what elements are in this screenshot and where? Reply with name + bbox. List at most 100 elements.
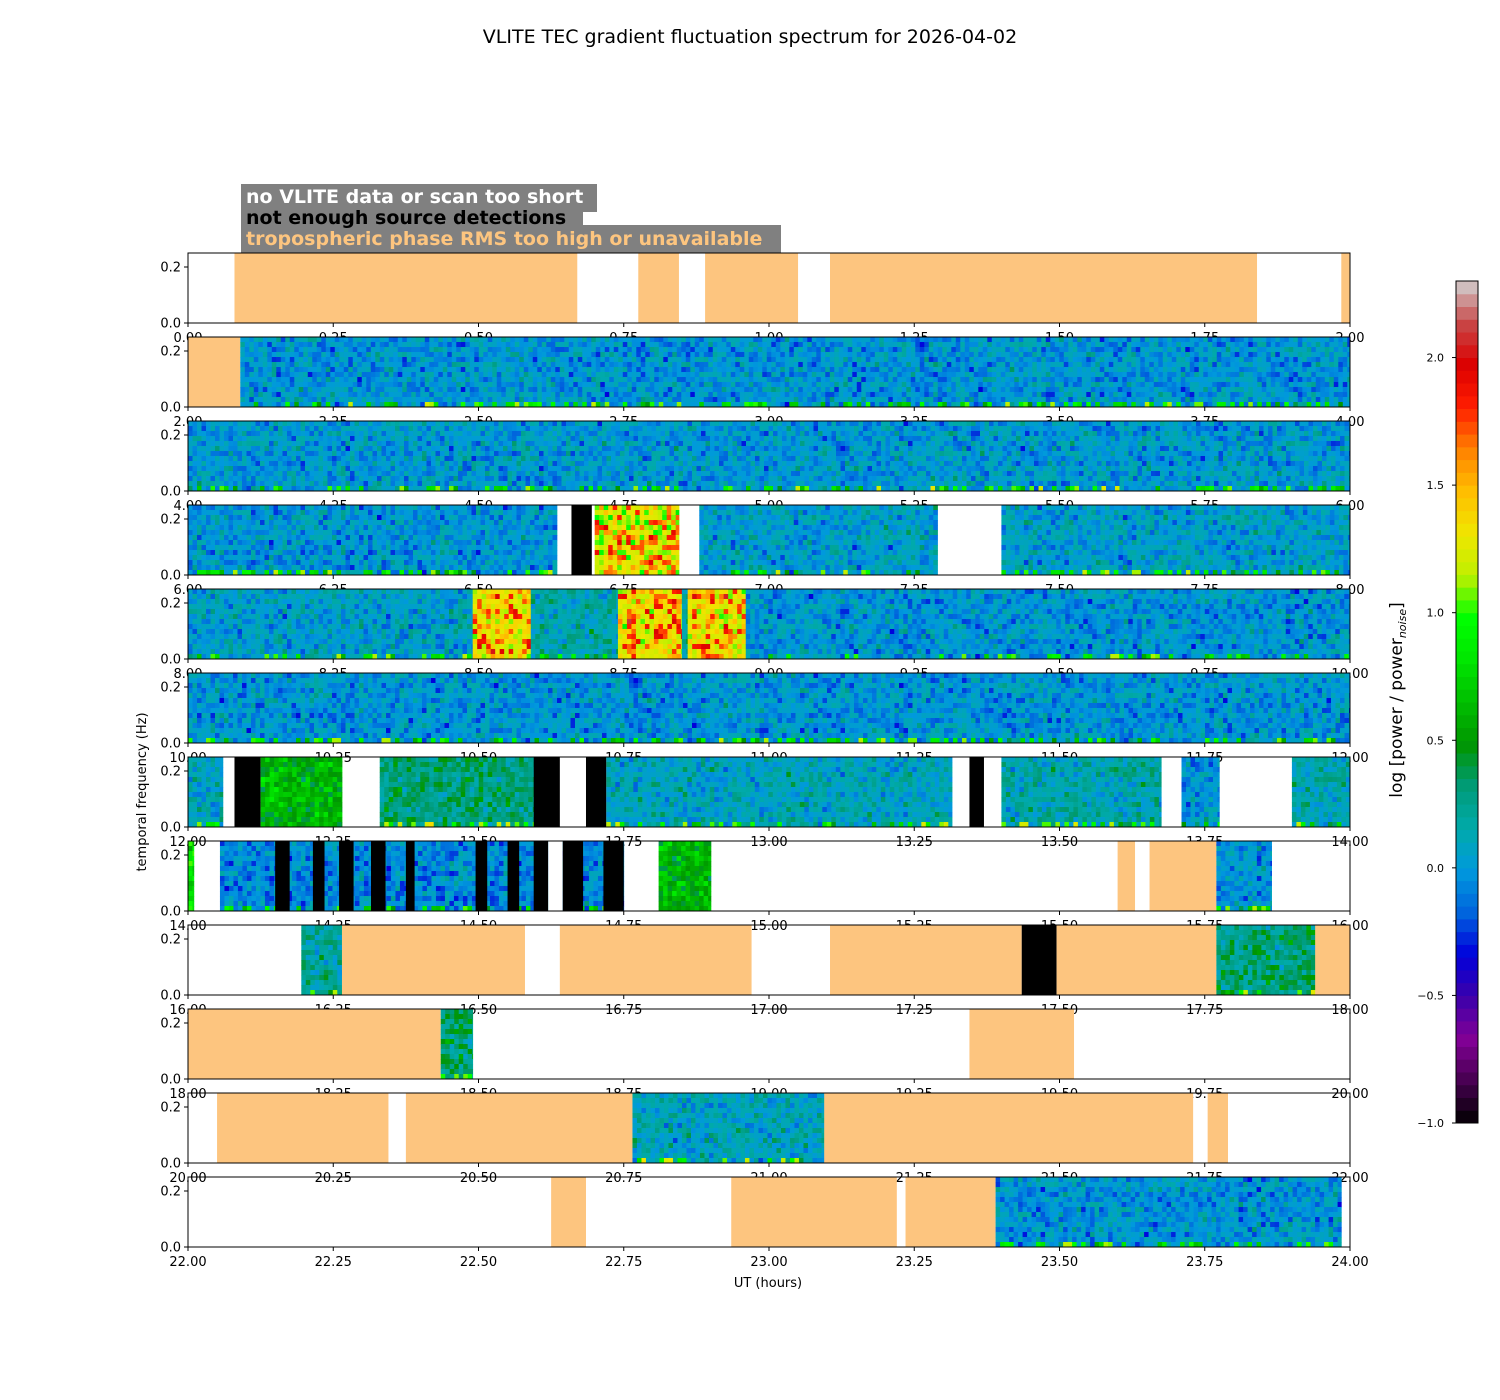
spectrum-cell xyxy=(357,347,363,353)
spectrum-cell xyxy=(471,456,477,462)
spectrum-cell xyxy=(357,372,363,378)
spectrum-cell xyxy=(291,436,297,442)
spectrum-cell xyxy=(253,337,259,343)
spectrum-cell xyxy=(582,342,588,348)
spectrum-cell xyxy=(1135,402,1141,408)
spectrum-cell xyxy=(501,352,507,358)
spectrum-cell xyxy=(348,337,354,343)
spectrum-cell xyxy=(1113,337,1119,343)
spectrum-cell xyxy=(480,441,486,447)
spectrum-cell xyxy=(1045,372,1051,378)
spectrum-cell xyxy=(267,372,273,378)
spectrum-cell xyxy=(1338,367,1344,373)
spectrum-cell xyxy=(431,451,436,457)
spectrum-cell xyxy=(350,446,355,452)
spectrum-cell xyxy=(386,471,391,477)
spectrum-cell xyxy=(1099,367,1105,373)
spectrum-cell xyxy=(492,357,498,363)
spectrum-cell xyxy=(1144,337,1150,343)
spectrum-cell xyxy=(807,347,813,353)
spectrum-cell xyxy=(1189,387,1195,393)
spectrum-cell xyxy=(685,367,691,373)
spectrum-cell xyxy=(467,451,472,457)
spectrum-cell xyxy=(1293,367,1299,373)
spectrum-cell xyxy=(411,377,417,383)
spectrum-cell xyxy=(197,486,202,492)
spectrum-cell xyxy=(1000,387,1006,393)
spectrum-cell xyxy=(361,387,367,393)
spectrum-cell xyxy=(712,347,718,353)
spectrum-cell xyxy=(579,481,585,487)
spectrum-cell xyxy=(510,397,516,403)
spectrum-cell xyxy=(1068,382,1074,388)
spectrum-cell xyxy=(282,451,288,457)
spectrum-cell xyxy=(314,436,319,442)
spectrum-cell xyxy=(712,397,718,403)
spectrum-cell xyxy=(973,352,979,358)
spectrum-cell xyxy=(757,337,763,343)
spectrum-cell xyxy=(1086,387,1092,393)
spectrum-cell xyxy=(1239,397,1245,403)
spectrum-cell xyxy=(1018,377,1024,383)
spectrum-cell xyxy=(919,397,925,403)
spectrum-cell xyxy=(874,387,880,393)
spectrum-cell xyxy=(919,342,925,348)
spectrum-cell xyxy=(444,431,450,437)
spectrum-cell xyxy=(496,357,502,363)
spectrum-cell xyxy=(321,342,327,348)
spectrum-cell xyxy=(690,367,696,373)
spectrum-cell xyxy=(386,446,391,452)
spectrum-cell xyxy=(291,461,297,467)
spectrum-cell xyxy=(1126,347,1132,353)
spectrum-cell xyxy=(1239,377,1245,383)
spectrum-cell xyxy=(1302,377,1308,383)
spectrum-cell xyxy=(1171,402,1177,408)
spectrum-cell xyxy=(613,337,619,343)
spectrum-cell xyxy=(919,402,925,408)
spectrum-cell xyxy=(606,421,612,427)
spectrum-cell xyxy=(251,426,256,432)
spectrum-cell xyxy=(546,352,552,358)
spectrum-cell xyxy=(480,436,486,442)
spectrum-cell xyxy=(1302,402,1308,408)
spectrum-cell xyxy=(852,392,858,398)
spectrum-cell xyxy=(1225,372,1231,378)
spectrum-cell xyxy=(332,456,337,462)
spectrum-cell xyxy=(964,392,970,398)
spectrum-cell xyxy=(1288,397,1294,403)
spectrum-cell xyxy=(316,367,322,373)
spectrum-cell xyxy=(624,486,630,492)
spectrum-cell xyxy=(532,352,538,358)
spectrum-cell xyxy=(561,481,567,487)
spectrum-cell xyxy=(1239,372,1245,378)
spectrum-cell xyxy=(1342,362,1348,368)
spectrum-cell xyxy=(244,392,250,398)
spectrum-cell xyxy=(1261,382,1267,388)
spectrum-cell xyxy=(978,397,984,403)
spectrum-cell xyxy=(735,337,741,343)
spectrum-cell xyxy=(829,402,835,408)
spectrum-cell xyxy=(991,347,997,353)
spectrum-cell xyxy=(672,342,678,348)
spectrum-cell xyxy=(541,352,547,358)
spectrum-cell xyxy=(798,362,804,368)
spectrum-cell xyxy=(595,382,601,388)
spectrum-cell xyxy=(537,387,543,393)
spectrum-cell xyxy=(271,347,277,353)
spectrum-cell xyxy=(1104,382,1110,388)
spectrum-cell xyxy=(847,337,853,343)
spectrum-cell xyxy=(483,397,489,403)
spectrum-cell xyxy=(595,352,601,358)
spectrum-cell xyxy=(973,377,979,383)
y-tick-label: 0.0 xyxy=(160,317,181,332)
spectrum-cell xyxy=(1063,357,1069,363)
spectrum-cell xyxy=(649,357,655,363)
spectrum-cell xyxy=(465,372,471,378)
spectrum-cell xyxy=(192,466,198,472)
spectrum-cell xyxy=(537,337,543,343)
spectrum-cell xyxy=(354,456,360,462)
spectrum-cell xyxy=(721,362,727,368)
spectrum-cell xyxy=(1329,347,1335,353)
spectrum-cell xyxy=(685,347,691,353)
spectrum-cell xyxy=(276,377,282,383)
